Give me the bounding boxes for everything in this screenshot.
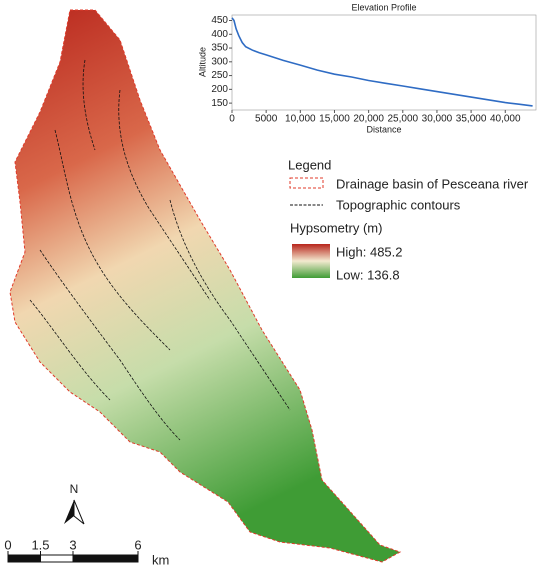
plot-frame — [231, 14, 537, 111]
x-tick-label: 20,000 — [353, 114, 384, 125]
contour-line — [54, 129, 171, 351]
contour-line — [82, 59, 96, 151]
hypsometry-title: Hypsometry (m) — [290, 220, 382, 235]
contour-line — [39, 249, 181, 441]
y-tick-label: 300 — [211, 56, 228, 67]
contour-line — [29, 299, 111, 401]
contour-line — [118, 89, 211, 301]
scale-label: 0 — [4, 537, 11, 552]
scale-bar: km 0 1.5 3 6 — [4, 537, 169, 567]
scale-segment — [40, 554, 74, 563]
legend: Legend Drainage basin of Pesceana river … — [288, 157, 529, 282]
x-tick-label: 0 — [229, 114, 235, 125]
basin-swatch — [289, 177, 324, 189]
hypsometry-ramp — [292, 244, 330, 278]
basin-area — [9, 9, 402, 563]
profile-line — [231, 17, 533, 107]
y-axis-label: Altitude — [197, 47, 207, 77]
y-tick-label: 250 — [211, 70, 228, 81]
x-axis-label: Distance — [366, 124, 401, 134]
contours — [29, 59, 291, 441]
hypsometry-low: Low: 136.8 — [336, 267, 400, 282]
legend-title: Legend — [288, 157, 331, 172]
scale-segment — [7, 554, 41, 563]
scale-label: 6 — [134, 537, 141, 552]
scale-label: 3 — [69, 537, 76, 552]
x-tick-label: 10,000 — [285, 114, 316, 125]
arrow-left — [64, 500, 74, 524]
y-tick-label: 400 — [211, 29, 228, 40]
profile-title: Elevation Profile — [351, 2, 416, 12]
x-tick-label: 35,000 — [456, 114, 487, 125]
y-tick-label: 350 — [211, 43, 228, 54]
elevation-profile: Elevation Profile Altitude Distance 150 2… — [197, 2, 537, 134]
y-tick-label: 450 — [211, 15, 228, 26]
legend-basin: Drainage basin of Pesceana river — [336, 176, 529, 191]
north-arrow: N — [64, 482, 85, 525]
scale-segment — [72, 554, 139, 563]
hypsometry-high: High: 485.2 — [336, 244, 403, 259]
north-label: N — [70, 482, 79, 496]
x-tick-label: 15,000 — [319, 114, 350, 125]
x-tick-label: 5000 — [255, 114, 278, 125]
basin-map — [9, 9, 402, 563]
x-tick-label: 40,000 — [490, 114, 521, 125]
scale-unit: km — [152, 552, 169, 567]
contour-line — [169, 199, 291, 411]
y-tick-label: 200 — [211, 84, 228, 95]
x-tick-label: 30,000 — [422, 114, 453, 125]
arrow-right — [73, 499, 85, 525]
y-tick-label: 150 — [211, 98, 228, 109]
legend-contours: Topographic contours — [336, 197, 461, 212]
x-tick-label: 25,000 — [387, 114, 418, 125]
scale-label: 1.5 — [31, 537, 49, 552]
